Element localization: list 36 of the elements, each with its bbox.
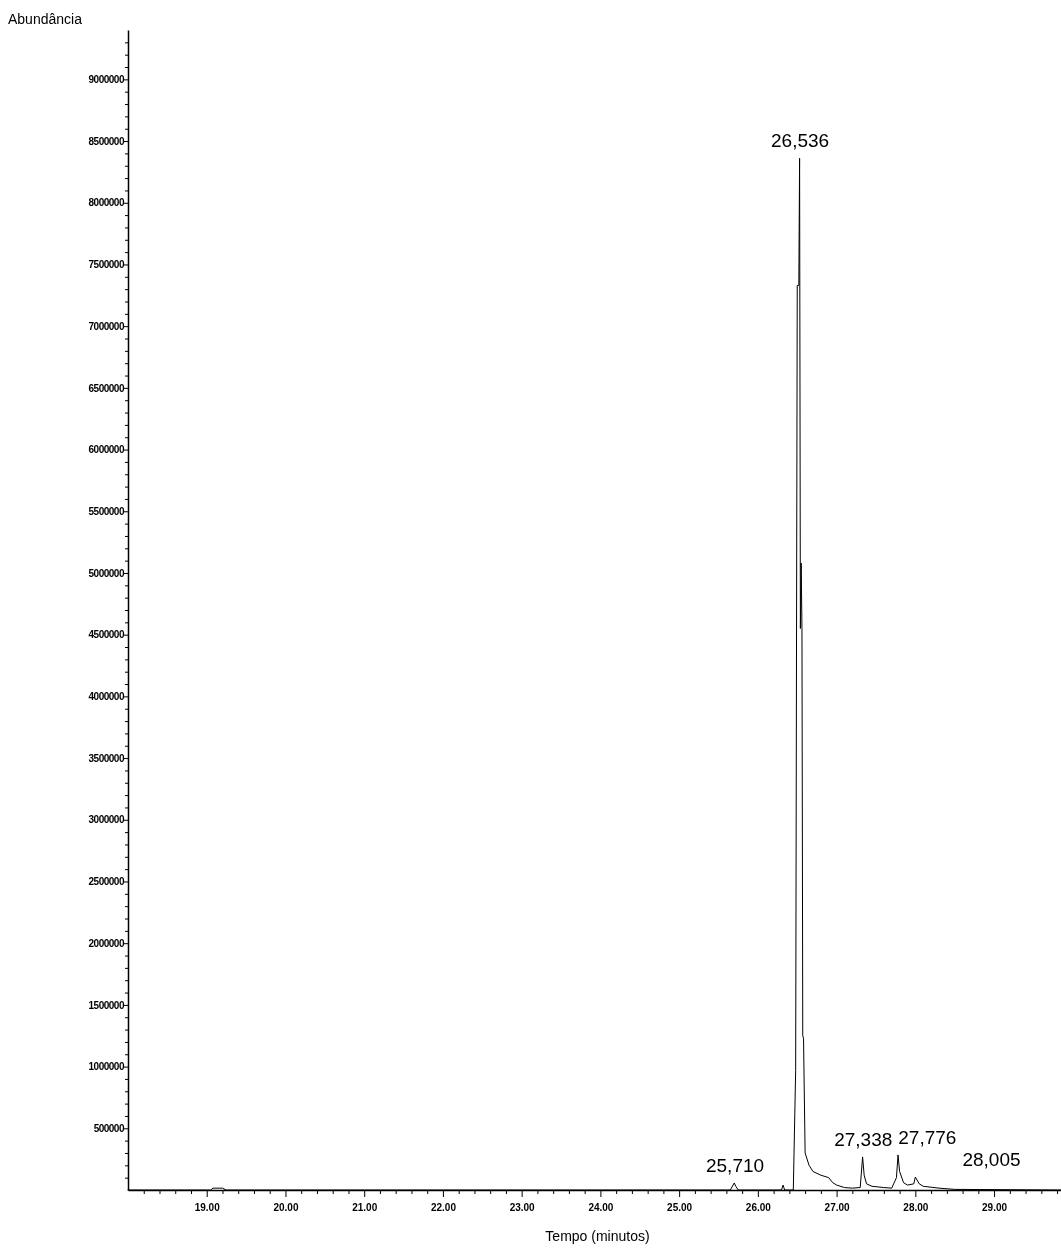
y-tick-label: 9000000 [88,74,125,86]
y-tick-label: 7000000 [88,320,125,332]
y-tick-label: 4000000 [88,691,125,703]
x-tick-label: 21.00 [352,1202,378,1213]
y-tick-label: 1000000 [88,1061,125,1073]
y-tick-label: 3000000 [88,814,125,826]
y-tick-label: 4500000 [88,629,125,641]
annotation: 25,710 [705,1154,765,1176]
annotation: 27,338 [834,1128,893,1150]
y-tick-label: 5500000 [88,505,125,517]
x-tick-label: 20.00 [273,1202,299,1213]
y-tick-label: 8000000 [88,197,125,209]
x-tick-label: 27.00 [824,1202,851,1213]
annotation: 28,005 [962,1149,1021,1171]
y-tick-label: 1500000 [88,999,125,1011]
x-axis-title: Tempo (minutos) [545,1228,650,1244]
y-tick-label: 2000000 [88,937,125,949]
y-tick-label: 2500000 [88,876,125,888]
y-tick-label: 8500000 [88,135,125,147]
x-tick-label: 22.00 [430,1202,457,1213]
x-tick-label: 19.00 [194,1202,221,1213]
x-tick-label: 28.00 [903,1202,929,1213]
x-tick-label: 26.00 [745,1202,772,1213]
y-tick-label: 3500000 [88,752,125,764]
y-tick-label: 5000000 [88,567,125,579]
annotation: 27,776 [898,1126,957,1148]
x-tick-label: 29.00 [982,1202,1008,1213]
y-tick-label: 6500000 [88,382,125,394]
y-tick-label: 6000000 [88,444,125,456]
y-axis-title: Abundância [8,11,83,27]
y-tick-label: 500000 [93,1123,125,1134]
x-tick-label: 23.00 [509,1202,536,1213]
annotation: 26,536 [771,130,830,152]
x-tick-label: 25.00 [667,1202,693,1213]
y-tick-label: 7500000 [88,259,125,271]
x-tick-label: 24.00 [588,1202,614,1213]
